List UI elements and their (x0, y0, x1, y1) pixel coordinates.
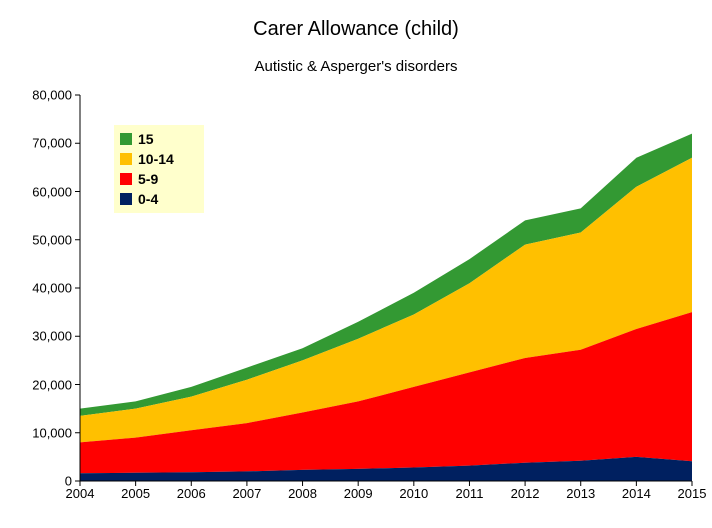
x-tick-label: 2015 (678, 486, 707, 501)
y-tick-label: 50,000 (32, 232, 72, 247)
x-tick-label: 2005 (121, 486, 150, 501)
x-tick-label: 2012 (511, 486, 540, 501)
legend-label: 10-14 (138, 149, 174, 169)
legend-swatch (120, 153, 132, 165)
legend-item-10-14: 10-14 (120, 149, 174, 169)
legend-swatch (120, 133, 132, 145)
legend-item-0-4: 0-4 (120, 189, 174, 209)
y-tick-label: 30,000 (32, 329, 72, 344)
legend-label: 0-4 (138, 189, 158, 209)
carer-allowance-chart: Carer Allowance (child) Autistic & Asper… (0, 0, 712, 528)
x-tick-label: 2011 (455, 486, 483, 501)
legend-swatch (120, 173, 132, 185)
x-tick-label: 2013 (566, 486, 595, 501)
x-tick-label: 2009 (344, 486, 373, 501)
chart-title: Carer Allowance (child) (0, 18, 712, 41)
y-tick-label: 20,000 (32, 377, 72, 392)
x-tick-label: 2014 (622, 486, 651, 501)
y-tick-label: 40,000 (32, 281, 72, 296)
legend-swatch (120, 193, 132, 205)
chart-subtitle: Autistic & Asperger's disorders (0, 58, 712, 75)
legend-item-5-9: 5-9 (120, 169, 174, 189)
legend-label: 5-9 (138, 169, 158, 189)
x-tick-label: 2007 (232, 486, 261, 501)
y-tick-label: 70,000 (32, 136, 72, 151)
legend-label: 15 (138, 129, 154, 149)
legend: 1510-145-90-4 (114, 125, 204, 213)
legend-item-15: 15 (120, 129, 174, 149)
x-tick-label: 2010 (399, 486, 428, 501)
y-tick-label: 60,000 (32, 184, 72, 199)
y-tick-label: 80,000 (32, 88, 72, 103)
y-tick-label: 10,000 (32, 425, 72, 440)
x-tick-label: 2008 (288, 486, 317, 501)
x-tick-label: 2004 (66, 486, 95, 501)
x-tick-label: 2006 (177, 486, 206, 501)
